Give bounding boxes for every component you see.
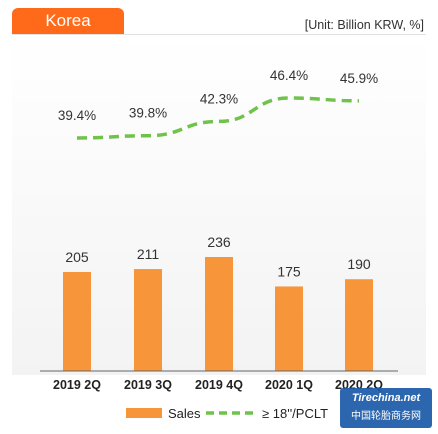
- sales-value-label: 205: [65, 249, 89, 265]
- sales-value-label: 190: [347, 256, 371, 272]
- x-tick-label: 2019 3Q: [124, 378, 172, 392]
- pclt-value-label: 45.9%: [340, 71, 378, 86]
- x-tick-label: 2019 4Q: [195, 378, 243, 392]
- pclt-value-label: 42.3%: [200, 91, 238, 106]
- sales-bar: [345, 279, 373, 371]
- sales-value-label: 211: [137, 246, 160, 262]
- unit-label: [Unit: Billion KRW, %]: [304, 18, 424, 32]
- legend-sales-swatch: [126, 408, 162, 418]
- sales-value-label: 175: [277, 263, 301, 279]
- pclt-value-label: 39.8%: [129, 106, 167, 121]
- pclt-value-label: 46.4%: [270, 68, 308, 83]
- sales-bar: [134, 269, 162, 371]
- sales-bar: [63, 271, 91, 371]
- sales-bar: [275, 286, 303, 371]
- watermark-logo: Tirechina.net 中国轮胎商务网: [340, 388, 432, 428]
- legend-sales-label: Sales: [168, 406, 201, 421]
- sales-value-label: 236: [207, 234, 231, 250]
- pclt-value-label: 39.4%: [58, 108, 96, 123]
- region-tab[interactable]: Korea: [12, 8, 124, 34]
- x-tick-label: 2019 2Q: [53, 378, 101, 392]
- sales-bar: [205, 257, 233, 371]
- legend-pclt-label: ≥ 18''/PCLT: [262, 406, 328, 421]
- x-tick-label: 2020 1Q: [265, 378, 313, 392]
- pclt-ratio-line: [76, 96, 360, 140]
